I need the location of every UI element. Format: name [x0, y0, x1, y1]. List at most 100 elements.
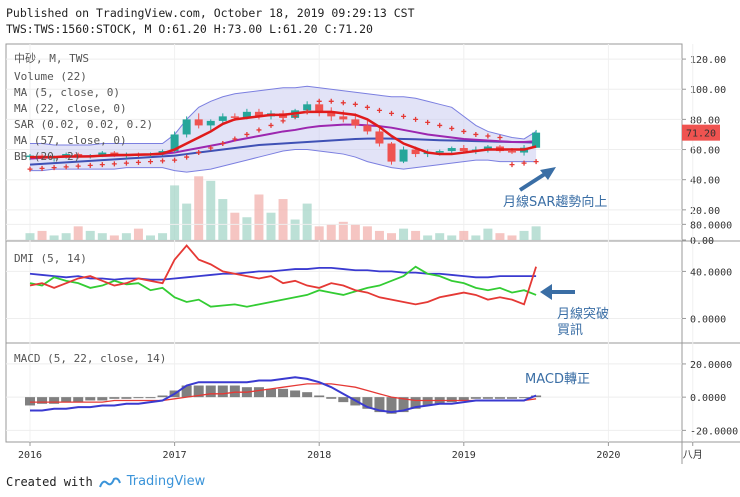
volume-bar	[61, 233, 71, 240]
macd-histogram-bar	[290, 390, 301, 398]
sar-marker	[87, 162, 93, 168]
price-axis-label: 20.00	[690, 206, 720, 217]
last-price-tag	[682, 124, 720, 141]
created-with-text: Created with	[6, 474, 93, 489]
macd-histogram-bar	[193, 385, 204, 398]
candle-body	[315, 104, 324, 112]
volume-bar	[170, 185, 180, 240]
sar-marker	[63, 164, 69, 170]
sar-marker	[27, 166, 33, 172]
volume-bar	[531, 226, 541, 240]
volume-bar	[302, 203, 312, 240]
sar-marker	[473, 131, 479, 137]
macd-histogram-bar	[338, 397, 349, 403]
volume-bar	[37, 230, 47, 240]
candle-body	[194, 119, 203, 126]
sar-marker	[328, 98, 334, 104]
volume-bar	[85, 230, 95, 240]
volume-bar	[374, 230, 384, 240]
sar-marker	[196, 150, 202, 156]
candle-body	[387, 143, 396, 162]
macd-histogram-bar	[446, 397, 457, 403]
sar-marker	[533, 159, 539, 165]
sar-marker	[316, 98, 322, 104]
macd-histogram-bar	[97, 397, 108, 401]
macd-histogram-bar	[266, 388, 276, 398]
dmi-pane-title: DMI (5, 14)	[14, 252, 87, 265]
volume-bar	[97, 233, 107, 240]
macd-histogram-bar	[507, 397, 517, 399]
macd-histogram-bar	[61, 397, 72, 403]
volume-bar	[254, 194, 264, 240]
volume-bar	[507, 235, 517, 240]
volume-bar	[495, 233, 505, 240]
macd-histogram-bar	[326, 397, 337, 399]
sar-marker	[509, 162, 515, 168]
candle-body	[447, 148, 456, 152]
macd-histogram-bar	[25, 397, 35, 406]
sar-marker	[437, 122, 443, 128]
macd-histogram-bar	[470, 397, 481, 399]
candle-body	[411, 149, 420, 155]
volume-bar	[182, 203, 192, 240]
candle-body	[375, 131, 384, 144]
macd-histogram-bar	[229, 385, 240, 398]
volume-bar	[423, 235, 433, 240]
sar-marker	[232, 136, 238, 142]
price-axis-label: 40.00	[690, 176, 720, 187]
sar-marker	[208, 145, 214, 151]
volume-bar	[133, 228, 143, 240]
sar-marker	[340, 100, 346, 106]
bollinger-lower-line	[30, 149, 537, 173]
macd-histogram-bar	[422, 397, 433, 406]
ma57-line	[29, 137, 537, 166]
volume-bar	[290, 219, 300, 240]
sar-marker	[376, 107, 382, 113]
volume-bar	[230, 212, 240, 240]
macd-histogram-bar	[386, 397, 397, 414]
trend-arrow	[518, 170, 550, 192]
volume-bar	[519, 230, 529, 240]
dmi-series-adx	[29, 266, 537, 281]
tradingview-brand[interactable]: TradingView	[126, 474, 206, 489]
volume-bar	[121, 233, 131, 240]
sar-marker	[244, 131, 250, 137]
sar-marker	[99, 162, 105, 168]
macd-histogram-bar	[49, 397, 60, 404]
volume-bar	[194, 176, 204, 240]
last-price-label: 71.20	[686, 129, 716, 140]
price-legend-entry: Volume (22)	[14, 70, 87, 83]
macd-histogram-bar	[374, 397, 385, 413]
macd-histogram-bar	[121, 397, 132, 399]
candle-body	[339, 116, 348, 120]
price-legend-entry: MA (5, close, 0)	[14, 86, 120, 99]
volume-bar	[350, 224, 360, 240]
macd-histogram-bar	[398, 397, 409, 413]
candle-body	[435, 151, 444, 153]
trend-arrow-head	[540, 167, 556, 180]
time-axis-label: 2017	[163, 450, 187, 461]
sar-marker	[389, 110, 394, 116]
sar-marker	[123, 160, 129, 166]
sar-marker	[148, 159, 153, 165]
sar-marker	[280, 118, 286, 124]
candle-body	[98, 152, 107, 156]
macd-histogram-bar	[109, 397, 120, 399]
sar-marker	[521, 160, 527, 166]
candle-body	[182, 119, 191, 135]
volume-bar	[399, 228, 409, 240]
time-axis-label: 2016	[18, 450, 42, 461]
candle-body	[170, 134, 179, 152]
price-axis-label: 80.00	[690, 115, 720, 126]
macd-histogram-bar	[145, 397, 156, 399]
macd-histogram-bar	[519, 397, 530, 399]
price-legend-entry: SAR (0.02, 0.02, 0.2)	[14, 118, 153, 131]
macd-histogram-bar	[458, 397, 469, 401]
symbol-ohlc-info: TWS:TWS:1560:STOCK, M O:61.20 H:73.00 L:…	[6, 22, 373, 36]
sar-marker	[497, 134, 503, 140]
macd-axis-label: 0.0000	[690, 393, 726, 404]
price-axis-label: 100.00	[690, 85, 726, 96]
sar-marker	[220, 141, 226, 147]
macd-histogram-bar	[217, 385, 228, 398]
